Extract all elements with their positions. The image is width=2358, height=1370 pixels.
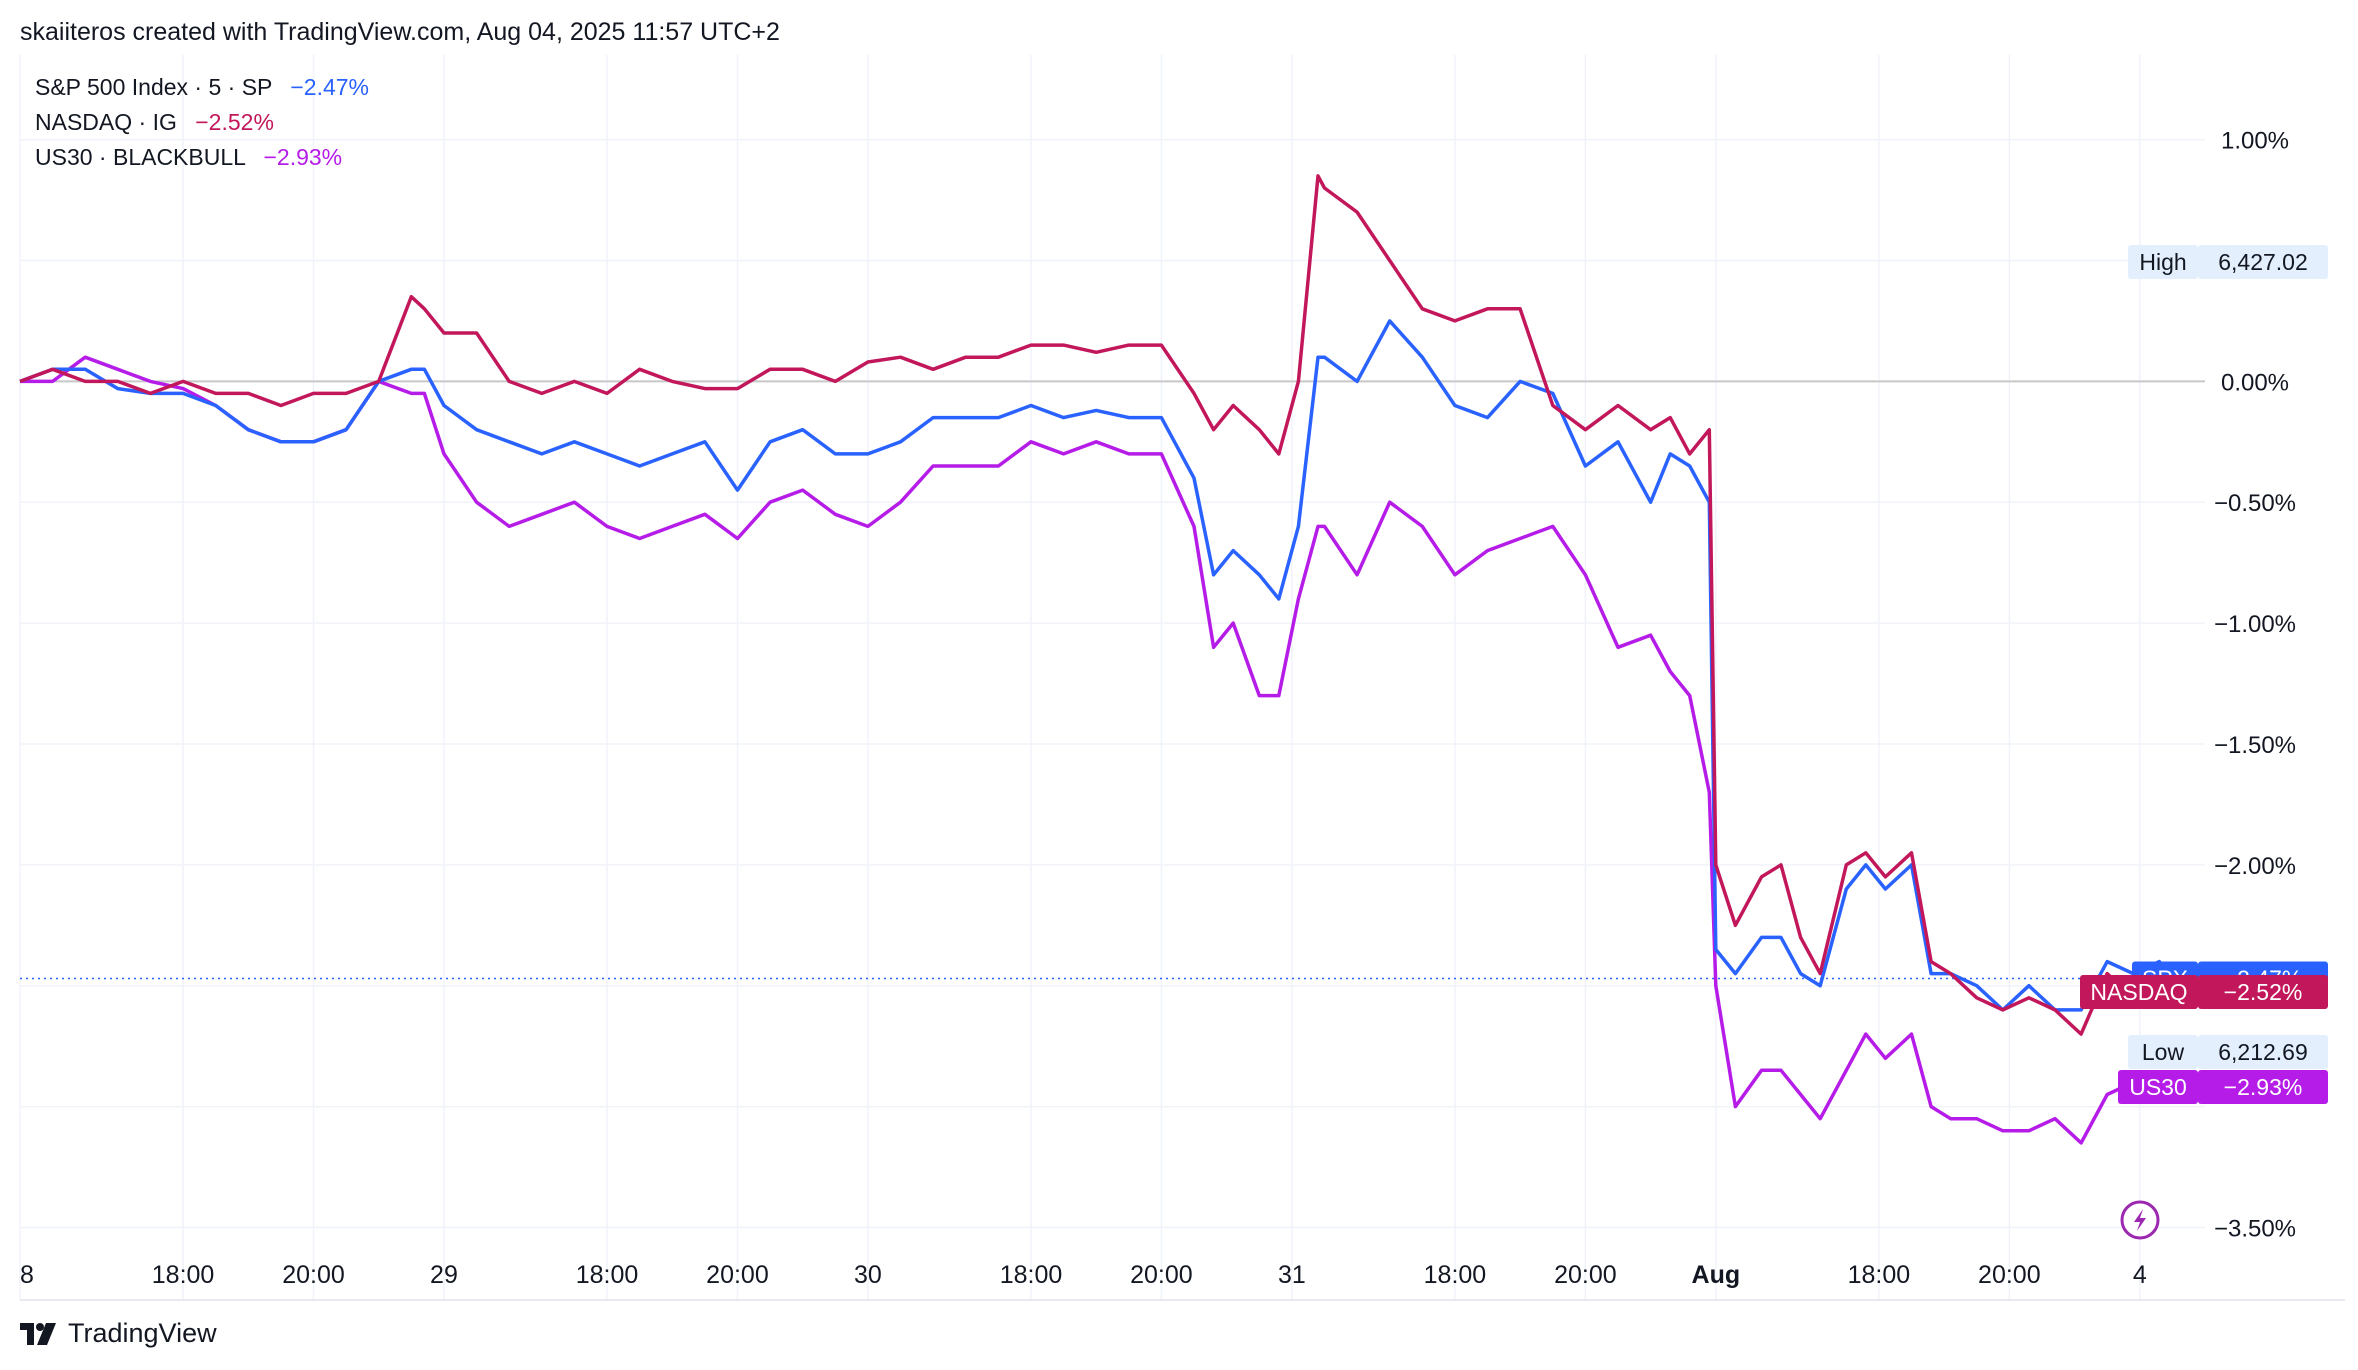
legend-spx-pct: −2.47%: [290, 74, 370, 100]
low-marker[interactable]: Low 6,212.69: [2128, 1035, 2328, 1069]
footer-brand[interactable]: TradingView: [20, 1318, 217, 1349]
nasdaq-marker-value: −2.52%: [2224, 979, 2303, 1005]
legend-us30[interactable]: US30 · BLACKBULL −2.93%: [35, 144, 342, 171]
x-tick-label: 20:00: [706, 1261, 769, 1289]
nasdaq-marker[interactable]: NASDAQ −2.52%: [2080, 975, 2328, 1009]
y-tick-label: −2.00%: [2214, 853, 2296, 880]
tradingview-logo-icon: [20, 1322, 56, 1345]
high-marker-value: 6,427.02: [2218, 249, 2308, 275]
y-tick-label: −0.50%: [2214, 490, 2296, 517]
y-tick-label: −1.50%: [2214, 732, 2296, 759]
legend-nasdaq[interactable]: NASDAQ · IG −2.52%: [35, 109, 274, 136]
nasdaq-marker-label: NASDAQ: [2090, 979, 2187, 1005]
series-line-nasdaq[interactable]: [19, 174, 2174, 1036]
x-tick-label: 4: [2133, 1261, 2147, 1289]
brand-name: TradingView: [68, 1318, 217, 1348]
legend-spx[interactable]: S&P 500 Index · 5 · SP −2.47%: [35, 74, 369, 101]
x-axis: 8 18:00 20:00 29 18:00 20:00 30 18:00 20:00 31 18:…: [20, 1261, 2147, 1289]
chart-header-caption: skaiiteros created with TradingView.com,…: [20, 18, 780, 46]
x-tick-label: 20:00: [1978, 1261, 2041, 1289]
x-tick-label: 18:00: [152, 1261, 215, 1289]
x-tick-label: 18:00: [576, 1261, 639, 1289]
x-tick-label: 8: [20, 1261, 34, 1289]
x-tick-label: 18:00: [1000, 1261, 1063, 1289]
lightning-icon[interactable]: [2120, 1200, 2160, 1240]
y-tick-label: 1.00%: [2221, 128, 2289, 155]
x-tick-label: Aug: [1692, 1261, 1741, 1289]
x-tick-label: 20:00: [1130, 1261, 1193, 1289]
series-line-us30[interactable]: [20, 355, 2174, 1145]
legend-spx-name: S&P 500 Index · 5 · SP: [35, 74, 272, 100]
horizontal-gridlines: [20, 138, 2205, 1229]
low-marker-value: 6,212.69: [2218, 1039, 2308, 1065]
us30-marker[interactable]: US30 −2.93%: [2118, 1070, 2328, 1104]
legend-nasdaq-name: NASDAQ · IG: [35, 109, 177, 135]
y-axis: 1.00% 0.00% −0.50% −1.00% −1.50% −2.00% −3.50%: [2214, 128, 2296, 1243]
price-markers: High6,427.02Low6,212.69SPX−2.47%NASDAQ−2…: [2080, 245, 2328, 1104]
y-tick-label: 0.00%: [2221, 369, 2289, 396]
legend-nasdaq-pct: −2.52%: [195, 109, 274, 135]
y-tick-label: −3.50%: [2214, 1215, 2296, 1242]
low-marker-label: Low: [2142, 1039, 2185, 1065]
series-layer: [19, 174, 2174, 1145]
x-tick-label: 31: [1278, 1261, 1306, 1289]
us30-marker-value: −2.93%: [2224, 1074, 2303, 1100]
x-tick-label: 20:00: [282, 1261, 345, 1289]
vertical-gridlines: [19, 55, 2141, 1300]
y-tick-label: −1.00%: [2214, 611, 2296, 638]
x-tick-label: 29: [430, 1261, 458, 1289]
x-tick-label: 18:00: [1424, 1261, 1487, 1289]
us30-marker-label: US30: [2129, 1074, 2187, 1100]
x-tick-label: 30: [854, 1261, 882, 1289]
legend-us30-name: US30 · BLACKBULL: [35, 144, 246, 170]
legend-us30-pct: −2.93%: [263, 144, 343, 170]
x-tick-label: 20:00: [1554, 1261, 1617, 1289]
x-tick-label: 18:00: [1848, 1261, 1911, 1289]
high-marker[interactable]: High 6,427.02: [2128, 245, 2328, 279]
high-marker-label: High: [2139, 249, 2186, 275]
series-line-spx[interactable]: [19, 319, 2174, 1012]
